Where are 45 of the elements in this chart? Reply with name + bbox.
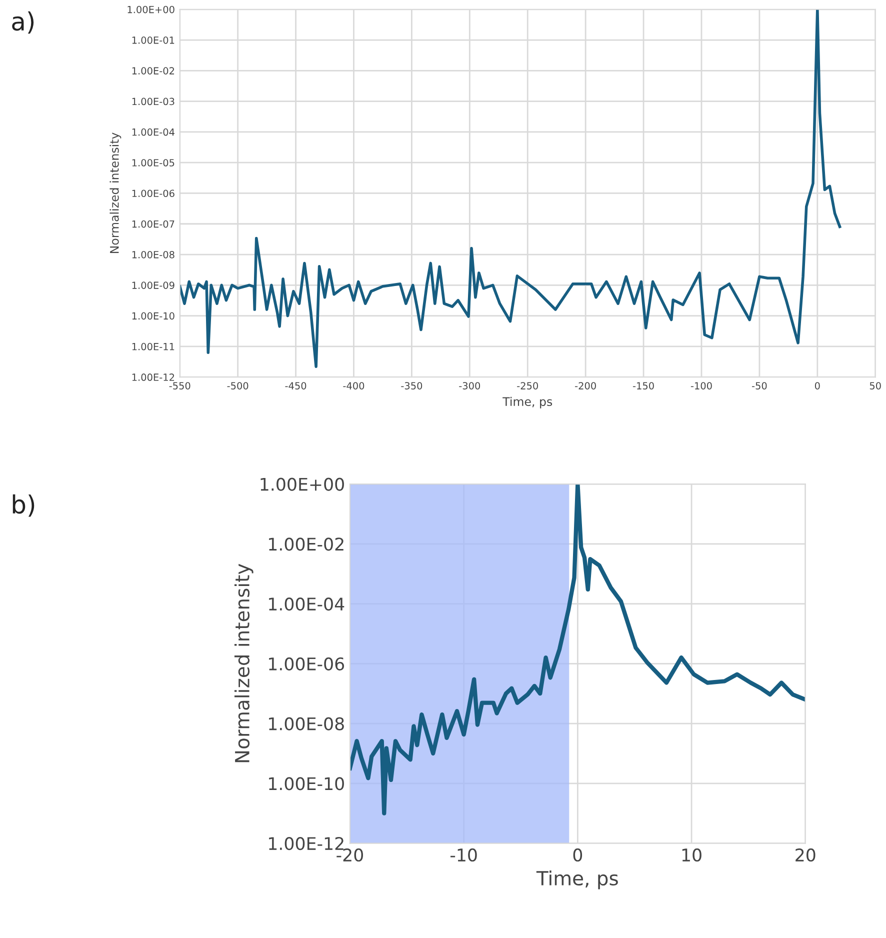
x-tick-label: -20 bbox=[336, 848, 363, 862]
y-tick-label: 1.00E-08 bbox=[269, 717, 344, 730]
y-tick-label: 1.00E-04 bbox=[269, 597, 344, 611]
y-tick-label: 1.00E-01 bbox=[132, 36, 174, 44]
x-tick-label: -10 bbox=[450, 848, 477, 862]
x-tick-label: -250 bbox=[517, 382, 538, 390]
y-tick-label: 1.00E-05 bbox=[132, 159, 174, 166]
x-tick-label: -200 bbox=[575, 382, 596, 390]
x-tick-label: -300 bbox=[459, 382, 480, 390]
x-tick-label: 0 bbox=[573, 848, 582, 862]
text: b) bbox=[12, 494, 34, 517]
x-tick-label: -500 bbox=[227, 382, 248, 390]
y-tick-label: 1.00E-06 bbox=[269, 657, 344, 670]
x-axis-title: Time, ps bbox=[502, 396, 552, 408]
y-tick-label: 1.00E-08 bbox=[132, 250, 174, 258]
y-tick-label: 1.00E-12 bbox=[132, 374, 174, 381]
x-tick-label: -50 bbox=[752, 382, 767, 390]
x-tick-label: -150 bbox=[632, 382, 654, 390]
y-tick-label: 1.00E-09 bbox=[132, 282, 174, 289]
x-tick-label: 10 bbox=[682, 848, 702, 862]
x-axis-title: Time, ps bbox=[536, 870, 618, 890]
y-axis-title: Normalized intensity bbox=[234, 564, 254, 762]
line-series bbox=[180, 9, 842, 368]
y-tick-label: 1.00E-07 bbox=[132, 220, 174, 228]
x-tick-label: -450 bbox=[285, 382, 306, 390]
x-tick-label: -100 bbox=[690, 382, 712, 390]
x-tick-label: -400 bbox=[343, 382, 364, 390]
y-tick-label: 1.00E-02 bbox=[132, 67, 174, 74]
x-tick-label: 20 bbox=[796, 848, 816, 862]
x-tick-label: -350 bbox=[401, 382, 422, 390]
y-axis-title: Normalized intensity bbox=[110, 132, 122, 254]
text: a) bbox=[12, 11, 34, 34]
x-tick-label: -550 bbox=[169, 382, 190, 390]
y-tick-label: 1.00E-11 bbox=[132, 342, 174, 350]
y-tick-label: 1.00E-02 bbox=[269, 538, 344, 551]
y-tick-label: 1.00E-03 bbox=[132, 98, 174, 106]
y-tick-label: 1.00E-10 bbox=[132, 312, 174, 320]
y-tick-label: 1.00E-04 bbox=[132, 128, 174, 136]
y-tick-label: 1.00E+00 bbox=[128, 6, 174, 14]
x-tick-label: 50 bbox=[870, 382, 881, 390]
y-tick-label: 1.00E+00 bbox=[260, 478, 344, 491]
y-tick-label: 1.00E-06 bbox=[132, 190, 174, 198]
x-tick-label: 0 bbox=[814, 382, 820, 390]
y-tick-label: 1.00E-10 bbox=[269, 777, 344, 790]
y-tick-label: 1.00E-12 bbox=[269, 836, 344, 850]
